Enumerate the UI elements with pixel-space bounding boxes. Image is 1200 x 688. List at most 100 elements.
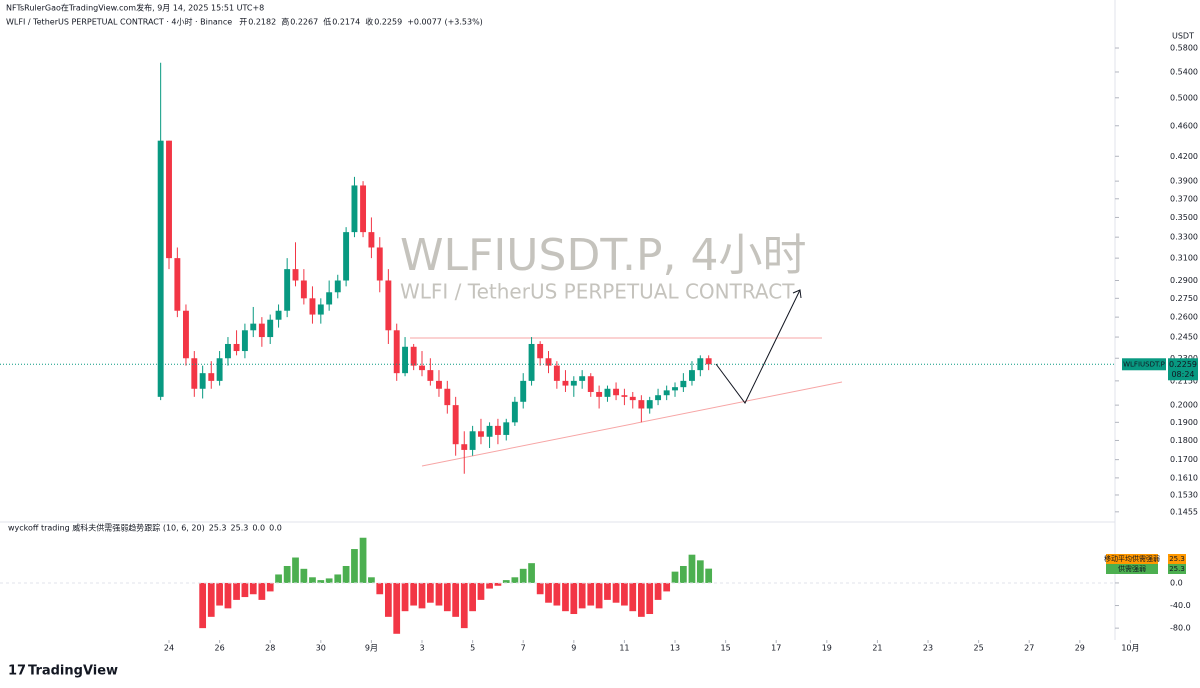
arrow-head (792, 289, 802, 299)
candle-body (680, 380, 687, 388)
indicator-bar (578, 582, 586, 609)
ohlc-value: 0.2182 (248, 18, 276, 27)
candle-body (494, 425, 501, 435)
candle-body (410, 346, 417, 366)
symbol-badge (1122, 358, 1166, 371)
y-tick-label: 0.5400 (1170, 67, 1198, 76)
candle-body (326, 292, 333, 305)
candle-body (233, 343, 240, 352)
x-tick-label: 13 (670, 644, 680, 653)
indicator-bar (384, 582, 392, 617)
candle-body (689, 370, 695, 381)
indicator-bar (494, 582, 502, 586)
badge-name-bg (1106, 564, 1158, 574)
x-tick-label: 24 (164, 644, 174, 653)
y-tick-label: 0.1700 (1170, 455, 1198, 464)
y-tick-label: 0.3700 (1170, 194, 1198, 203)
badge-value: 25.3 (1169, 555, 1185, 563)
indicator-bar (393, 582, 401, 634)
ohlc-label: 高 (281, 17, 289, 27)
x-tick-label: 5 (470, 644, 475, 653)
y-tick-label: 0.2150 (1170, 376, 1198, 385)
candle-body (385, 280, 392, 331)
watermark-subtitle: WLFI / TetherUS PERPETUAL CONTRACT (400, 280, 795, 304)
support-line (421, 381, 843, 467)
candle-body (191, 358, 198, 389)
x-tick-label: 7 (521, 644, 526, 653)
candle-body (528, 343, 535, 381)
indicator-bar (410, 582, 418, 606)
indicator-bar (629, 582, 637, 612)
indicator-bar (351, 549, 358, 583)
y-tick-label: 0.1800 (1170, 436, 1198, 445)
indicator-bar (401, 582, 409, 612)
candle-body (436, 380, 442, 389)
indicator-bar (309, 577, 316, 583)
indicator-bar (233, 582, 240, 600)
indicator-bar (292, 557, 299, 583)
x-tick-label: 28 (265, 644, 275, 653)
indicator-value: 0.0 (252, 524, 265, 533)
price-badge-countdown: 08:24 (1171, 370, 1194, 379)
y-tick-label: 0.2750 (1170, 294, 1198, 303)
candle-body (621, 395, 628, 397)
indicator-bar (696, 560, 704, 583)
candle-body (444, 388, 451, 406)
candle-body (360, 185, 367, 233)
badge-value: 25.3 (1169, 565, 1185, 573)
indicator-bar (368, 577, 375, 583)
indicator-bar (486, 582, 493, 589)
badge-value-bg (1168, 564, 1186, 574)
candle-body (309, 298, 316, 315)
y-tick-label: 0.2000 (1170, 401, 1198, 410)
candle-body (241, 330, 248, 352)
candle-body (663, 390, 670, 396)
candle-body (452, 405, 459, 445)
candle-body (402, 346, 409, 374)
indicator-bar (224, 582, 232, 609)
candle-body (553, 365, 560, 381)
indicator-bar (511, 577, 519, 583)
candle-body (705, 358, 712, 365)
indicator-bar (435, 582, 443, 606)
candle-body (343, 232, 350, 281)
x-tick-label: 3 (419, 644, 424, 653)
candle-body (183, 310, 189, 359)
indicator-bar (705, 568, 713, 583)
indicator-bar (477, 582, 485, 600)
y-tick-label: 0.4200 (1170, 152, 1198, 161)
indicator-bar (528, 563, 535, 583)
indicator-bar (671, 571, 679, 583)
candle-body (545, 358, 552, 366)
x-tick-label: 19 (822, 644, 832, 653)
candle-body (267, 319, 274, 338)
candle-body (216, 358, 223, 381)
candle-body (503, 422, 510, 435)
x-tick-label: 30 (316, 644, 326, 653)
candle-body (166, 140, 172, 259)
candle-body (697, 358, 704, 371)
x-tick-label: 9 (571, 644, 576, 653)
indicator-bar (359, 537, 367, 583)
indicator-y-tick-label: -40.0 (1170, 601, 1191, 610)
y-tick-label: 0.5000 (1170, 93, 1198, 102)
x-tick-label: 26 (215, 644, 225, 653)
indicator-value: 25.3 (231, 524, 249, 533)
indicator-bar (570, 582, 578, 615)
y-tick-label: 0.2900 (1170, 276, 1198, 285)
candle-body (537, 343, 544, 359)
indicator-bar (418, 582, 426, 609)
candle-body (199, 373, 206, 389)
y-tick-label: 0.2450 (1170, 333, 1198, 342)
y-tick-label: 0.2300 (1170, 354, 1198, 363)
indicator-bar (595, 582, 603, 609)
candle-body (225, 343, 231, 359)
logo: 17 TradingView (8, 664, 118, 679)
indicator-bar (654, 582, 662, 600)
watermark-title: WLFIUSDT.P, 4小时 (400, 230, 806, 281)
indicator-bar (545, 582, 552, 603)
indicator-bar (536, 582, 544, 595)
candle-body (486, 425, 493, 437)
candle-body (351, 185, 358, 233)
candle-body (334, 280, 341, 293)
